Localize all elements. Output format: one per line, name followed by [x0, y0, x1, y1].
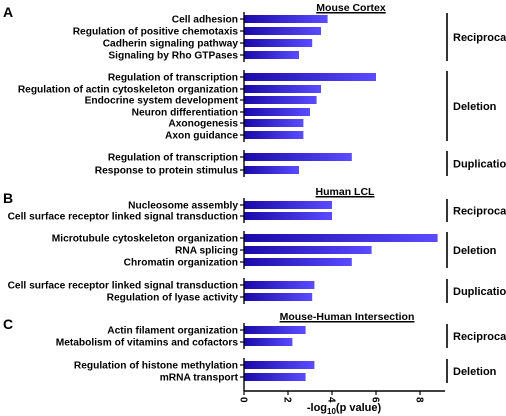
bar-label: Regulation of transcription	[108, 73, 238, 84]
bar-label: Microtubule cytoskeleton organization	[52, 234, 238, 245]
bar	[244, 293, 313, 301]
group-label: Duplication	[453, 159, 506, 171]
x-tick-label: 6	[370, 397, 381, 403]
bar	[244, 326, 306, 334]
bar-label: Regulation of histone methylation	[74, 361, 238, 372]
bar	[244, 15, 328, 23]
bar	[244, 338, 293, 346]
group-label: Duplication	[453, 286, 506, 298]
bar-label: Cell surface receptor linked signal tran…	[8, 212, 238, 223]
group-duplication: Cell surface receptor linked signal tran…	[8, 278, 506, 304]
bar	[244, 234, 438, 242]
bar	[244, 258, 352, 266]
x-tick-label: 4	[326, 397, 337, 403]
bar-label: mRNA transport	[160, 373, 239, 384]
x-axis-label: -log10(p value)	[307, 402, 382, 416]
panel-letter: C	[3, 316, 13, 332]
bar-label: Regulation of positive chemotaxis	[73, 27, 239, 38]
bar-label: Cell surface receptor linked signal tran…	[8, 281, 238, 292]
bar	[244, 201, 332, 209]
bar-label: Neuron differentiation	[132, 108, 238, 119]
bar	[244, 246, 372, 254]
bar-label: Cell adhesion	[172, 15, 238, 26]
bar	[244, 85, 321, 93]
bar-label: Response to protein stimulus	[95, 166, 239, 177]
bar	[244, 51, 299, 59]
group-label: Deletion	[453, 245, 497, 257]
bar	[244, 73, 376, 81]
bar	[244, 373, 306, 381]
bar-label: Cadherin signaling pathway	[103, 39, 239, 50]
bar	[244, 96, 317, 104]
panel-letter: B	[3, 190, 13, 206]
bar-label: Metabolism of vitamins and cofactors	[56, 338, 239, 349]
x-tick-label: 0	[238, 397, 249, 403]
panel-letter: A	[3, 4, 13, 20]
group-label: Reciprocal	[453, 32, 506, 44]
bar-label: Regulation of lyase activity	[107, 293, 239, 304]
bar	[244, 153, 352, 161]
bar	[244, 27, 321, 35]
bar	[244, 108, 310, 116]
group-deletion: Microtubule cytoskeleton organizationRNA…	[52, 231, 497, 269]
bar	[244, 166, 299, 174]
bar-label: Actin filament organization	[107, 326, 238, 337]
bar-label: Nucleosome assembly	[128, 201, 238, 212]
group-label: Reciprocal	[453, 206, 506, 218]
bar-label: Chromatin organization	[124, 258, 238, 269]
panel-title: Mouse-Human Intersection	[280, 311, 415, 323]
bar	[244, 361, 315, 369]
group-label: Reciprocal	[453, 331, 506, 343]
bar-label: RNA splicing	[175, 246, 238, 257]
bar-label: Endocrine system development	[85, 96, 239, 107]
bar	[244, 281, 315, 289]
bar	[244, 131, 304, 139]
x-tick-label: 2	[282, 397, 293, 403]
bar-label: Regulation of actin cytoskeleton organiz…	[18, 85, 238, 96]
x-axis: 0 2 4 6 8	[238, 384, 445, 403]
panel-title: Human LCL	[316, 186, 376, 198]
group-label: Deletion	[453, 101, 497, 113]
bar-label: Signaling by Rho GTPases	[108, 51, 238, 62]
bar-label: Regulation of transcription	[108, 153, 238, 164]
bar-label: Axonogenesis	[168, 119, 238, 130]
panel-title: Mouse Cortex	[316, 2, 386, 14]
bar	[244, 119, 304, 127]
group-label: Deletion	[453, 366, 497, 378]
x-tick-label: 8	[414, 397, 425, 403]
bar	[244, 39, 313, 47]
bar	[244, 212, 332, 220]
bar-label: Axon guidance	[165, 131, 238, 142]
group-duplication: Regulation of transcription Response to p…	[95, 150, 506, 177]
